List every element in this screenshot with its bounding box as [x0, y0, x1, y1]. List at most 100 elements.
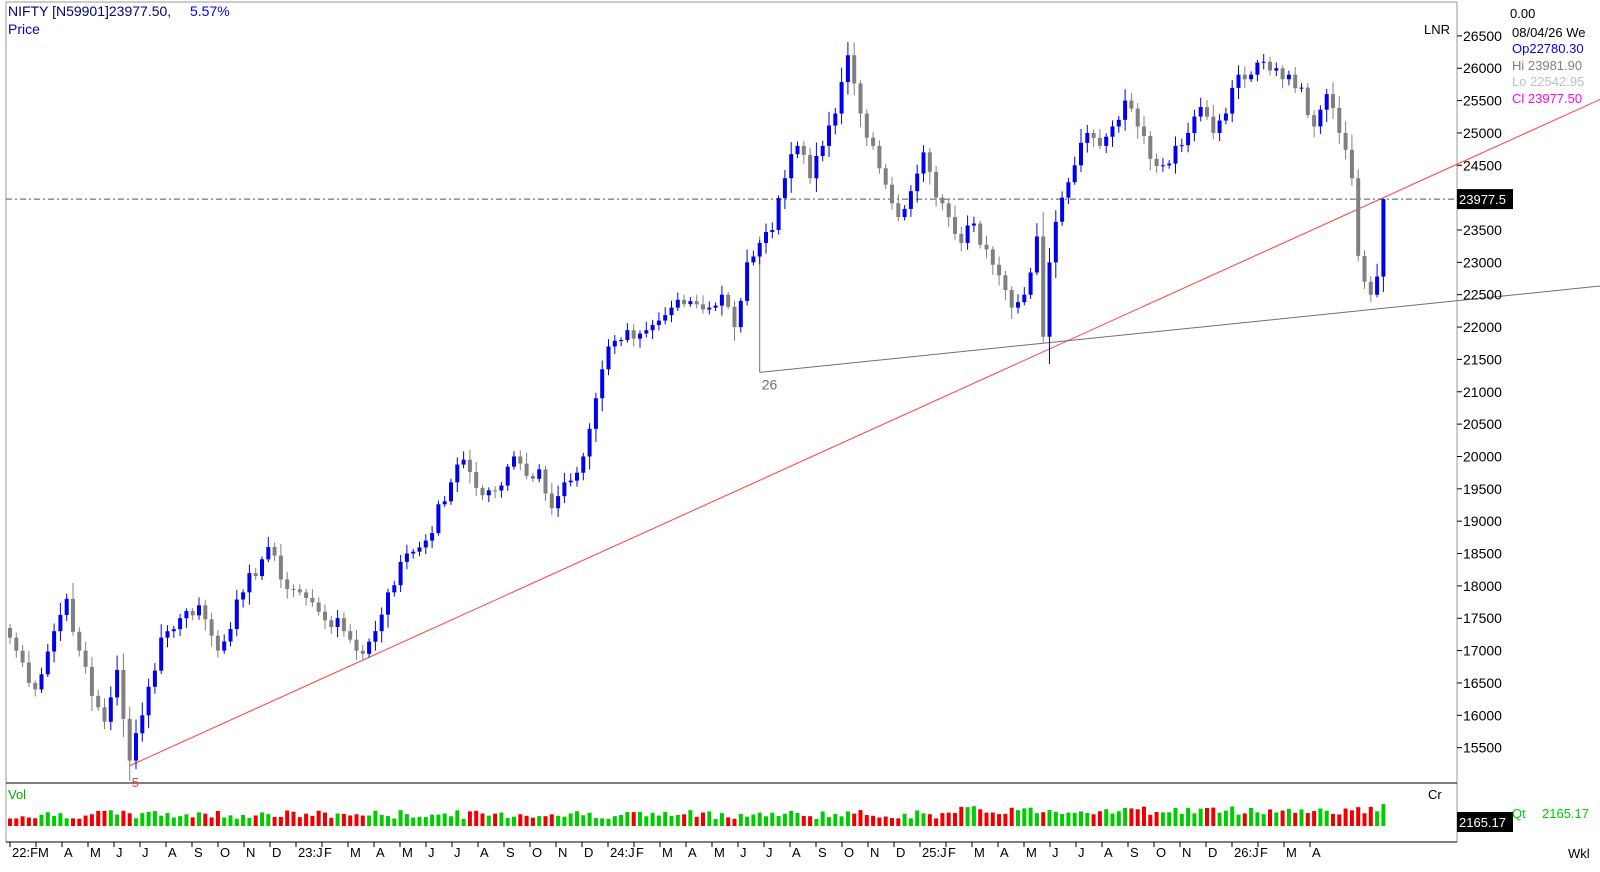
volume-bar — [625, 812, 629, 826]
volume-bar — [229, 815, 233, 826]
candle-body — [84, 651, 88, 667]
volume-bar — [380, 815, 384, 826]
volume-bar — [670, 816, 674, 826]
volume-bar — [1035, 813, 1039, 826]
candle-body — [1300, 88, 1304, 89]
volume-bar — [1142, 807, 1146, 826]
candle-body — [720, 295, 724, 306]
candle-body — [386, 592, 390, 614]
x-tick-label: M — [38, 845, 49, 860]
candle-body — [1211, 117, 1215, 133]
volume-bar — [1237, 815, 1241, 826]
y-tick-label: 25000 — [1463, 125, 1502, 141]
candle-body — [235, 600, 239, 630]
volume-bar — [745, 817, 749, 826]
y-tick-label: 20500 — [1463, 416, 1502, 432]
volume-bar — [1363, 813, 1367, 826]
volume-bar — [418, 817, 422, 826]
candle-body — [1079, 143, 1083, 165]
candle-body — [1016, 302, 1020, 307]
candle-body — [676, 300, 680, 308]
candle-body — [663, 315, 667, 320]
volume-bar — [1262, 814, 1266, 826]
x-tick-label: N — [558, 845, 567, 860]
volume-bar — [468, 811, 472, 826]
volume-bar — [808, 816, 812, 826]
volume-bar — [506, 818, 510, 826]
candle-body — [134, 733, 138, 760]
volume-bar — [934, 818, 938, 826]
candle-body — [373, 631, 377, 642]
volume-bar — [40, 815, 44, 826]
volume-bar — [298, 817, 302, 826]
candle-body — [367, 642, 371, 654]
candle-body — [424, 541, 428, 548]
x-tick-label: J — [740, 845, 747, 860]
volume-bar — [1148, 815, 1152, 826]
candle-body — [1381, 199, 1385, 276]
volume-bar — [342, 814, 346, 826]
x-tick-label: F — [636, 845, 644, 860]
candle-body — [1274, 68, 1278, 70]
volume-bar — [1180, 814, 1184, 826]
candle-body — [128, 719, 132, 761]
volume-bar — [1029, 808, 1033, 826]
candle-body — [1255, 63, 1259, 75]
volume-bar — [1085, 813, 1089, 826]
info-open: Op22780.30 — [1512, 41, 1584, 56]
volume-bar — [443, 813, 447, 826]
candle-body — [46, 652, 50, 675]
volume-bar — [474, 811, 478, 826]
period-label: Wkl — [1568, 846, 1590, 861]
volume-bar — [518, 814, 522, 826]
volume-bar — [1325, 811, 1329, 826]
candle-body — [991, 249, 995, 264]
candle-body — [1155, 159, 1159, 166]
volume-bar — [966, 807, 970, 826]
candle-body — [247, 573, 251, 592]
qty-value: 2165.17 — [1542, 806, 1589, 821]
candle-body — [317, 602, 321, 611]
volume-bar — [1079, 811, 1083, 826]
volume-bar — [1344, 808, 1348, 826]
x-tick-label: A — [64, 845, 73, 860]
x-tick-label: M — [90, 845, 101, 860]
volume-bar — [1129, 808, 1133, 826]
volume-bar — [714, 819, 718, 826]
volume-bar — [462, 819, 466, 826]
volume-bar — [71, 818, 75, 826]
volume-bar — [392, 819, 396, 826]
volume-bar — [134, 818, 138, 826]
candle-body — [985, 245, 989, 250]
candle-body — [109, 697, 113, 721]
candle-body — [329, 620, 333, 627]
x-tick-label: O — [1156, 845, 1166, 860]
volume-bar — [796, 813, 800, 826]
candle-body — [896, 203, 900, 217]
volume-bar — [21, 816, 25, 826]
volume-bar — [758, 813, 762, 826]
candle-body — [1192, 117, 1196, 133]
volume-bar — [770, 813, 774, 826]
candle-body — [405, 554, 409, 562]
candle-body — [1073, 165, 1077, 182]
candle-body — [159, 638, 163, 671]
volume-bar — [235, 819, 239, 826]
candle-body — [814, 156, 818, 178]
candle-body — [1268, 62, 1272, 71]
candle-body — [140, 715, 144, 733]
volume-bar — [65, 818, 69, 826]
volume-bar — [1274, 812, 1278, 826]
candle-body — [909, 191, 913, 209]
volume-bar — [556, 816, 560, 826]
volume-bar — [1003, 814, 1007, 826]
candle-body — [1363, 256, 1367, 282]
volume-bar — [455, 810, 459, 826]
x-tick-label: S — [194, 845, 203, 860]
candle-body — [71, 599, 75, 632]
x-tick-label: F — [1260, 845, 1268, 860]
volume-bar — [1230, 807, 1234, 826]
volume-bar — [512, 817, 516, 826]
candle-body — [594, 398, 598, 429]
